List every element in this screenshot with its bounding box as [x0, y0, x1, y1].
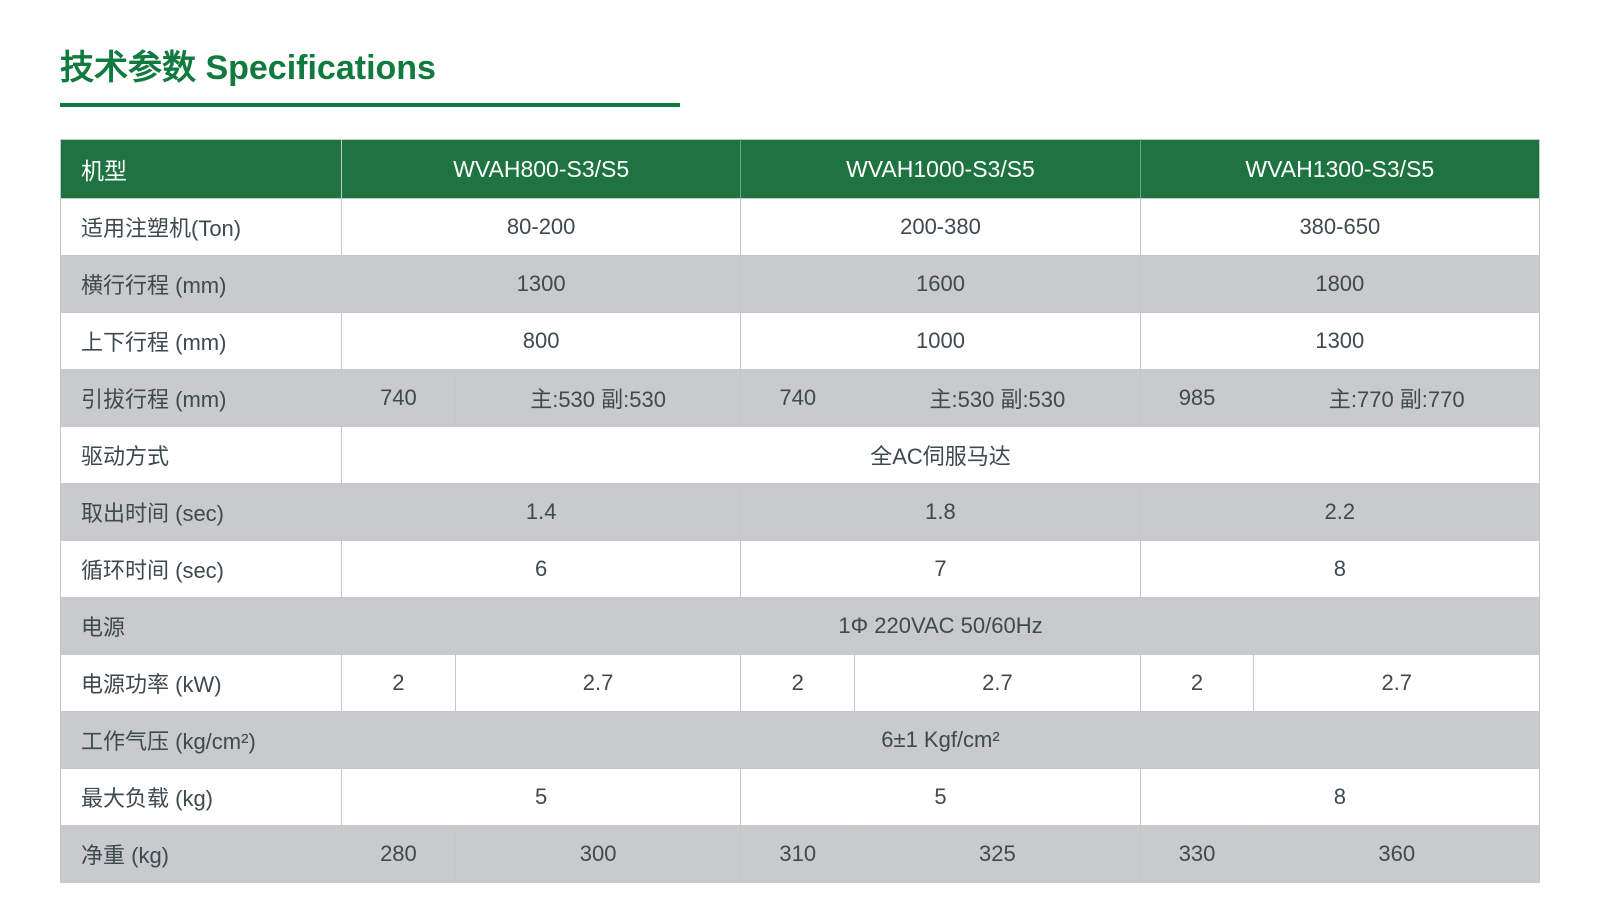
table-cell: 1.8 — [741, 484, 1140, 541]
row-label: 取出时间 (sec) — [61, 484, 342, 541]
table-cell: 全AC伺服马达 — [342, 427, 1540, 484]
table-row: 工作气压 (kg/cm²)6±1 Kgf/cm² — [61, 712, 1540, 769]
table-cell: 1800 — [1140, 256, 1539, 313]
row-label: 工作气压 (kg/cm²) — [61, 712, 342, 769]
table-cell: 200-380 — [741, 199, 1140, 256]
table-row: 电源功率 (kW)22.722.722.7 — [61, 655, 1540, 712]
table-cell: 330 — [1140, 826, 1254, 883]
table-row: 取出时间 (sec)1.41.82.2 — [61, 484, 1540, 541]
table-row: 最大负载 (kg)558 — [61, 769, 1540, 826]
table-body: 适用注塑机(Ton)80-200200-380380-650横行行程 (mm)1… — [61, 199, 1540, 883]
table-row: 循环时间 (sec)678 — [61, 541, 1540, 598]
title-cn: 技术参数 — [60, 49, 196, 87]
table-cell: 2.7 — [455, 655, 740, 712]
table-row: 净重 (kg)280300310325330360 — [61, 826, 1540, 883]
row-label: 适用注塑机(Ton) — [61, 199, 342, 256]
table-cell: 325 — [855, 826, 1140, 883]
row-label: 横行行程 (mm) — [61, 256, 342, 313]
title-underline — [60, 103, 680, 107]
table-cell: 740 — [741, 370, 855, 427]
table-cell: 740 — [342, 370, 456, 427]
row-label: 驱动方式 — [61, 427, 342, 484]
table-cell: 1.4 — [342, 484, 741, 541]
row-label: 净重 (kg) — [61, 826, 342, 883]
row-label: 电源 — [61, 598, 342, 655]
table-cell: 主:770 副:770 — [1254, 370, 1540, 427]
table-row: 电源1Φ 220VAC 50/60Hz — [61, 598, 1540, 655]
row-label: 循环时间 (sec) — [61, 541, 342, 598]
table-cell: 主:530 副:530 — [455, 370, 740, 427]
row-label: 引拔行程 (mm) — [61, 370, 342, 427]
specifications-table: 机型 WVAH800-S3/S5 WVAH1000-S3/S5 WVAH1300… — [60, 139, 1540, 883]
header-model: 机型 — [61, 140, 342, 199]
title-en: Specifications — [205, 49, 436, 87]
table-cell: 1300 — [342, 256, 741, 313]
table-cell: 2.7 — [855, 655, 1140, 712]
header-col-3: WVAH1300-S3/S5 — [1140, 140, 1539, 199]
table-header-row: 机型 WVAH800-S3/S5 WVAH1000-S3/S5 WVAH1300… — [61, 140, 1540, 199]
table-cell: 80-200 — [342, 199, 741, 256]
table-cell: 8 — [1140, 769, 1539, 826]
row-label: 最大负载 (kg) — [61, 769, 342, 826]
table-row: 驱动方式全AC伺服马达 — [61, 427, 1540, 484]
table-cell: 360 — [1254, 826, 1540, 883]
table-cell: 6 — [342, 541, 741, 598]
table-row: 适用注塑机(Ton)80-200200-380380-650 — [61, 199, 1540, 256]
table-cell: 8 — [1140, 541, 1539, 598]
header-col-1: WVAH800-S3/S5 — [342, 140, 741, 199]
table-cell: 2 — [342, 655, 456, 712]
table-cell: 800 — [342, 313, 741, 370]
table-cell: 主:530 副:530 — [855, 370, 1140, 427]
row-label: 电源功率 (kW) — [61, 655, 342, 712]
table-cell: 2 — [1140, 655, 1254, 712]
table-cell: 985 — [1140, 370, 1254, 427]
table-cell: 5 — [741, 769, 1140, 826]
section-title: 技术参数 Specifications — [60, 40, 1540, 107]
table-cell: 310 — [741, 826, 855, 883]
table-cell: 2.2 — [1140, 484, 1539, 541]
table-cell: 1300 — [1140, 313, 1539, 370]
table-cell: 6±1 Kgf/cm² — [342, 712, 1540, 769]
table-row: 上下行程 (mm)80010001300 — [61, 313, 1540, 370]
table-cell: 2 — [741, 655, 855, 712]
row-label: 上下行程 (mm) — [61, 313, 342, 370]
table-cell: 5 — [342, 769, 741, 826]
table-cell: 1000 — [741, 313, 1140, 370]
table-cell: 1600 — [741, 256, 1140, 313]
table-cell: 380-650 — [1140, 199, 1539, 256]
table-cell: 300 — [455, 826, 740, 883]
table-cell: 7 — [741, 541, 1140, 598]
table-row: 引拔行程 (mm)740主:530 副:530740主:530 副:530985… — [61, 370, 1540, 427]
header-col-2: WVAH1000-S3/S5 — [741, 140, 1140, 199]
table-cell: 2.7 — [1254, 655, 1540, 712]
table-cell: 1Φ 220VAC 50/60Hz — [342, 598, 1540, 655]
table-cell: 280 — [342, 826, 456, 883]
table-row: 横行行程 (mm)130016001800 — [61, 256, 1540, 313]
